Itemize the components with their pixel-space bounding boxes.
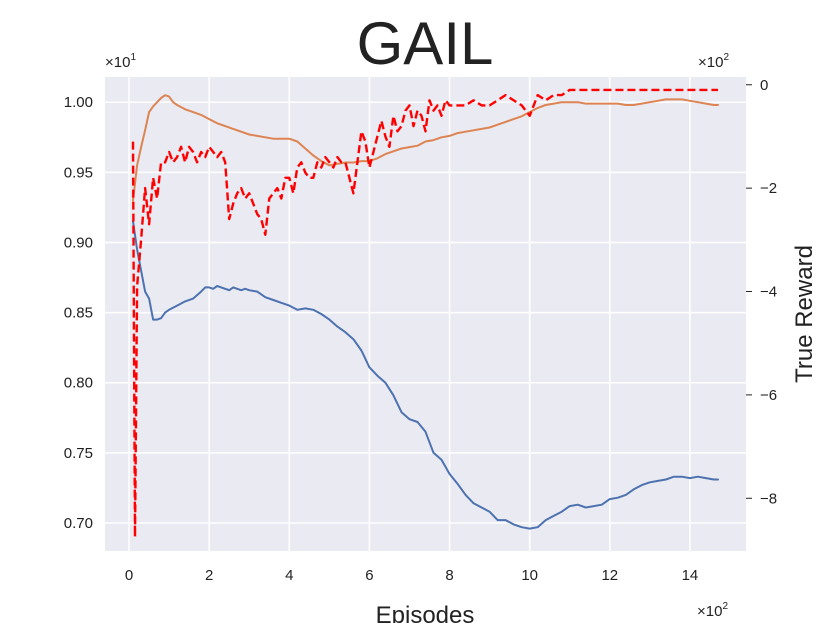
series-line-1 [132,220,719,530]
y-left-tick-label: 0.95 [64,164,93,181]
x-tick-label: 6 [365,567,373,584]
x-tick-label: 4 [285,567,293,584]
y-left-tick-label: 0.75 [64,445,93,462]
x-axis-label: Episodes [376,602,475,623]
ticks-group: 0 2 4 6 8 10 12 14 0.70 0.75 0.80 0.85 0.90 0.95 1.00 0… [64,77,777,584]
chart-title: GAIL [357,10,494,77]
y-right-multiplier: ×102 [698,52,729,71]
right-axis-label: True Reward [791,245,818,383]
y-left-tick-label: 0.85 [64,305,93,322]
y-right-multiplier-base: ×10 [698,54,723,71]
series-group [131,88,719,539]
x-tick-label: 12 [601,567,618,584]
series-line-3 [131,88,718,539]
y-left-tick-label: 0.90 [64,234,93,251]
series-line-2 [132,94,719,202]
x-multiplier-exp: 2 [722,601,728,612]
y-left-multiplier-exp: 1 [130,52,136,63]
x-tick-label: 2 [205,567,213,584]
y-left-tick-label: 0.80 [64,375,93,392]
y-right-multiplier-exp: 2 [723,52,729,63]
y-right-tick-label: −2 [760,180,777,197]
x-multiplier-base: ×10 [697,603,722,620]
y-left-multiplier: ×101 [105,52,136,71]
x-multiplier: ×102 [697,601,728,620]
y-left-multiplier-base: ×10 [105,54,130,71]
x-tick-label: 14 [682,567,699,584]
y-right-tick-label: −4 [760,284,777,301]
y-right-tick-label: 0 [760,77,768,94]
x-tick-label: 8 [445,567,453,584]
plot-background [105,77,746,551]
y-left-tick-label: 0.70 [64,515,93,532]
y-right-tick-label: −8 [760,490,777,507]
y-left-tick-label: 1.00 [64,94,93,111]
x-tick-label: 0 [125,567,133,584]
y-right-tick-label: −6 [760,387,777,404]
grid [105,77,746,551]
x-tick-label: 10 [521,567,538,584]
